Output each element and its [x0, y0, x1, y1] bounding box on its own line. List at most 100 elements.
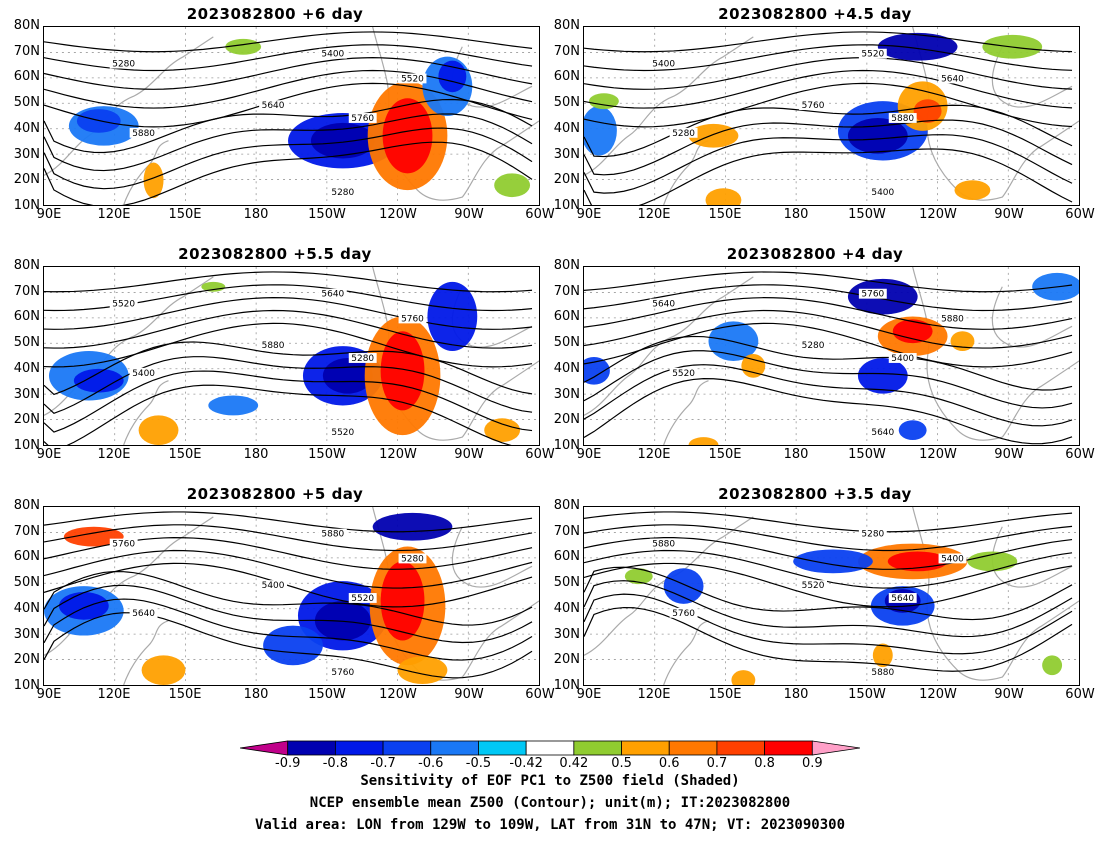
contour-label: 5400 — [262, 581, 285, 591]
coastline — [663, 620, 709, 685]
sensitivity-shading — [380, 561, 425, 641]
contour-label: 5760 — [861, 290, 884, 300]
colorbar-tick-label: 0.42 — [559, 756, 589, 771]
lon-label: 180 — [783, 687, 809, 702]
lon-label: 90W — [454, 447, 484, 462]
sensitivity-shading — [397, 656, 448, 685]
z500-contour — [44, 82, 533, 128]
contour-label: 5280 — [401, 554, 424, 564]
sensitivity-shading — [138, 415, 179, 445]
sensitivity-shading — [372, 512, 453, 541]
sensitivity-shading — [58, 592, 109, 620]
contour-label: 5640 — [652, 300, 675, 310]
lon-label: 120W — [919, 447, 957, 462]
panel-title: 2023082800 +4 day — [726, 245, 904, 263]
sensitivity-shading — [913, 99, 942, 123]
z500-contour — [44, 524, 533, 552]
contour-label-bg — [888, 353, 917, 363]
sensitivity-shading — [584, 356, 610, 385]
contour-label: 5520 — [401, 74, 424, 84]
contour-label-bg — [669, 127, 698, 138]
lat-label: 40N — [13, 360, 40, 376]
map-panel: 2023082800 +4 day 5640 5760 5880 5280 5400 552… — [540, 240, 1095, 480]
contour-label-bg — [888, 113, 917, 123]
z500-contour — [44, 570, 533, 626]
lat-label: 50N — [13, 575, 40, 591]
contour-label: 5280 — [331, 188, 354, 198]
contour-label-bg — [649, 538, 678, 549]
sensitivity-shading — [208, 395, 259, 416]
lon-label: 120E — [97, 207, 131, 222]
sensitivity-shading — [663, 568, 704, 604]
map-svg: 5640 5760 5880 5280 5400 5520 5640 — [584, 267, 1079, 445]
contour-label-bg — [398, 73, 427, 84]
map-panel: 2023082800 +5.5 day 5520 5640 5760 5880 5280 5… — [0, 240, 555, 480]
coastline — [912, 507, 1079, 681]
contour-label: 5760 — [672, 609, 695, 619]
z500-contour — [44, 141, 533, 205]
coastline — [123, 620, 169, 685]
lat-label: 10N — [13, 198, 40, 213]
lat-label: 60N — [13, 549, 40, 565]
contour-label: 5520 — [331, 428, 354, 438]
z500-contour — [584, 57, 1073, 90]
lon-label: 150E — [708, 207, 742, 222]
contour-label-bg — [259, 580, 288, 591]
contour-label: 5520 — [802, 581, 825, 591]
lon-label: 60W — [1065, 447, 1095, 462]
z500-contour — [44, 322, 533, 368]
map-plot-area: 5520 5640 5760 5880 5280 5400 5520 — [43, 266, 540, 446]
contour-label-bg — [799, 580, 828, 591]
panel-title: 2023082800 +5 day — [186, 485, 364, 503]
contour-label: 5400 — [871, 188, 894, 198]
contour-label-bg — [669, 367, 698, 378]
colorbar-swatch — [382, 740, 432, 756]
contour-label: 5760 — [401, 314, 424, 324]
contour-label: 5760 — [112, 540, 135, 550]
coastline — [991, 286, 1073, 348]
z500-contour — [584, 562, 1073, 608]
lat-label: 30N — [13, 626, 40, 642]
lon-label: 180 — [783, 207, 809, 222]
contour-label-bg — [649, 298, 678, 309]
z500-contour — [44, 598, 533, 661]
coastline — [584, 276, 754, 416]
contour-label-bg — [858, 288, 887, 299]
contour-label-bg — [318, 528, 347, 539]
lat-label: 80N — [553, 498, 580, 513]
contour-label: 5280 — [672, 129, 695, 139]
lat-label: 30N — [13, 146, 40, 162]
coastline — [663, 380, 709, 445]
coastline — [584, 36, 754, 176]
lon-label: 60W — [1065, 687, 1095, 702]
lat-label: 60N — [553, 549, 580, 565]
lat-label: 70N — [13, 43, 40, 59]
lat-label: 20N — [553, 412, 580, 428]
sensitivity-shading — [73, 368, 124, 393]
lon-label: 90W — [994, 207, 1024, 222]
z500-contour — [584, 537, 1073, 570]
sensitivity-shading — [741, 354, 766, 378]
lon-label: 120E — [637, 447, 671, 462]
lat-label: 70N — [553, 523, 580, 539]
contour-label: 5760 — [331, 668, 354, 678]
contour-label-bg — [348, 593, 377, 603]
sensitivity-shading — [143, 162, 164, 199]
sensitivity-shading — [141, 655, 186, 685]
contour-label-bg — [259, 100, 288, 111]
coastline — [991, 46, 1073, 108]
lat-label: 10N — [13, 678, 40, 693]
map-plot-area: 5760 5880 5280 5400 5520 5640 5760 — [43, 506, 540, 686]
colorbar-tick-label: 0.8 — [754, 756, 775, 771]
lat-label: 70N — [553, 283, 580, 299]
lat-label: 10N — [553, 438, 580, 453]
map-panel: 2023082800 +5 day 5760 5880 5280 5400 5520 564… — [0, 480, 555, 720]
coastline — [123, 380, 169, 445]
lon-label: 120E — [637, 687, 671, 702]
z500-contour — [584, 322, 1073, 368]
colorbar-tick-label: -0.6 — [418, 756, 444, 771]
colorbar-swatch — [430, 740, 479, 756]
colorbar-tick-label: 0.7 — [706, 756, 728, 771]
contour-label-bg — [868, 667, 897, 678]
colorbar-swatch — [621, 740, 670, 756]
